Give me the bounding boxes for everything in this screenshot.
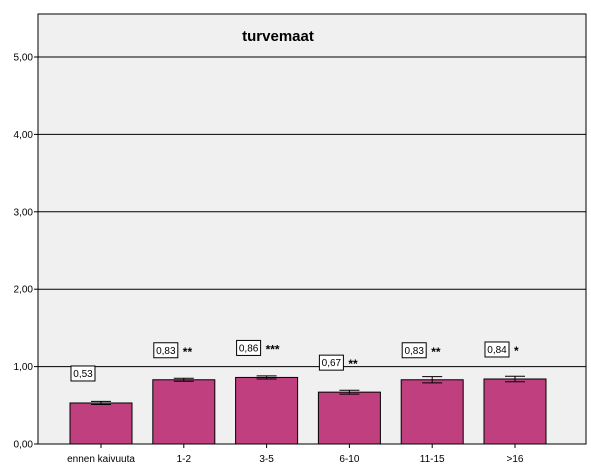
value-label: 0,53 bbox=[73, 369, 93, 380]
value-label: 0,83 bbox=[156, 346, 176, 357]
significance-label: ** bbox=[183, 345, 193, 359]
x-tick-label: 1-2 bbox=[177, 454, 192, 465]
value-label: 0,67 bbox=[322, 358, 342, 369]
y-tick-label: 0,00 bbox=[14, 440, 34, 451]
value-label: 0,86 bbox=[239, 343, 259, 354]
bar bbox=[317, 391, 381, 445]
significance-label: ** bbox=[431, 345, 441, 359]
bar bbox=[152, 379, 216, 445]
significance-label: ** bbox=[348, 357, 358, 371]
value-label-box bbox=[318, 354, 344, 371]
x-tick-label: 6-10 bbox=[339, 454, 359, 465]
x-tick-label: 3-5 bbox=[259, 454, 274, 465]
y-tick-label: 3,00 bbox=[14, 207, 34, 218]
y-axis: 0,00 1,00 2,00 3,00 4,00 5,00 bbox=[14, 53, 38, 451]
bars: 0,53 0,83 ** 0,86 *** 0,67 ** 0,83 ** 0,84 * bbox=[69, 339, 547, 445]
value-label-box bbox=[401, 342, 427, 359]
y-tick-label: 5,00 bbox=[14, 53, 34, 64]
value-label-box bbox=[236, 339, 262, 356]
value-label-box bbox=[70, 365, 96, 382]
x-tick-label: >16 bbox=[507, 454, 524, 465]
value-label-box bbox=[153, 342, 179, 359]
value-label-box bbox=[484, 341, 510, 358]
grid-lines bbox=[38, 56, 586, 368]
significance-label: *** bbox=[266, 342, 280, 356]
value-label: 0,84 bbox=[487, 345, 507, 356]
x-axis: ennen kaivuuta 1-2 3-5 6-10 11-15 >16 bbox=[67, 444, 524, 465]
significance-label: * bbox=[514, 344, 519, 358]
plot-area bbox=[37, 13, 587, 445]
bar bbox=[235, 376, 299, 445]
chart-title: turvemaat bbox=[242, 28, 314, 45]
bar bbox=[400, 379, 464, 445]
x-tick-label: ennen kaivuuta bbox=[67, 454, 135, 465]
x-tick-label: 11-15 bbox=[420, 454, 445, 465]
bar bbox=[483, 378, 547, 445]
y-tick-label: 4,00 bbox=[14, 130, 34, 141]
bar bbox=[69, 402, 133, 445]
y-tick-label: 2,00 bbox=[14, 285, 34, 296]
value-label: 0,83 bbox=[404, 346, 424, 357]
y-tick-label: 1,00 bbox=[14, 362, 34, 373]
